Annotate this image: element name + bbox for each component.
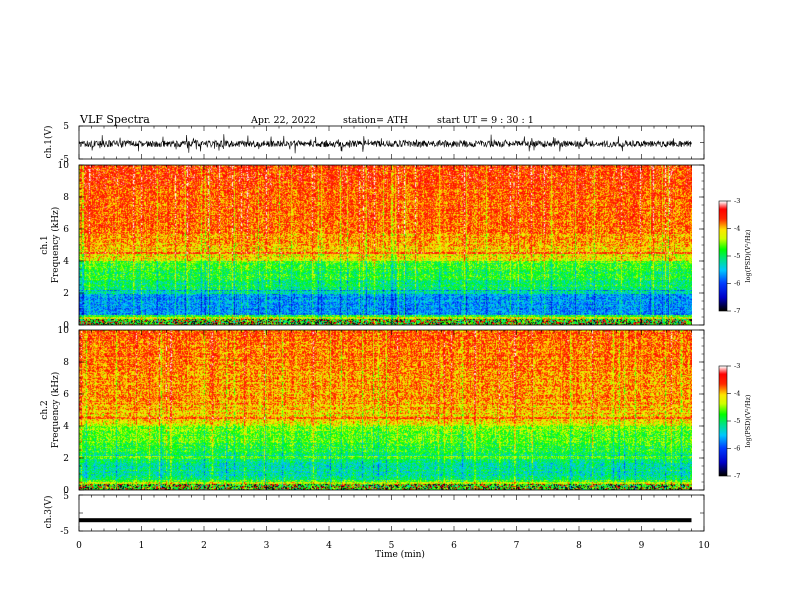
ch1-spectrogram-ylabel: Frequency (kHz) xyxy=(50,207,61,284)
x-tick-label: 4 xyxy=(326,541,332,551)
ch2-colorbar-tick: -5 xyxy=(734,417,740,425)
ch1-ytick-top: 5 xyxy=(63,122,69,132)
ch2-colorbar-tick: -6 xyxy=(734,445,740,453)
ch2-ytick-label: 0 xyxy=(63,486,69,496)
ch2-ytick-label: 10 xyxy=(58,326,70,336)
ch1-waveform-ylabel: ch.1(V) xyxy=(43,126,54,159)
ch2-colorbar-tick: -4 xyxy=(734,390,740,398)
ch1-spectrogram-image xyxy=(79,165,692,325)
ch3-waveform-frame xyxy=(78,494,705,532)
ch2-colorbar-tick: -3 xyxy=(734,362,740,370)
ch3-waveform-ylabel: ch.3(V) xyxy=(43,496,54,529)
ch1-colorbar-tick: -3 xyxy=(734,197,740,205)
x-tick-label: 2 xyxy=(201,541,207,551)
ch1-ytick-label: 4 xyxy=(63,257,69,267)
ch1-ytick-label: 2 xyxy=(63,289,69,299)
ch1-colorbar-label: log(PSD)(V²/Hz) xyxy=(744,229,752,282)
ch1-colorbar-tick: -6 xyxy=(734,280,740,288)
ch1-colorbar xyxy=(719,201,727,311)
ch1-spectrogram-channel-label: ch.1 xyxy=(40,235,50,254)
ch1-ytick-label: 8 xyxy=(63,193,69,203)
ch3-waveform-trace xyxy=(79,518,692,523)
ch1-waveform-trace xyxy=(78,134,692,154)
ch1-ytick-label: 10 xyxy=(58,161,70,171)
ch2-ytick-label: 8 xyxy=(63,358,69,368)
x-tick-label: 10 xyxy=(698,541,710,551)
ch2-spectrogram-image xyxy=(79,330,692,490)
header-date: Apr. 22, 2022 xyxy=(250,115,316,126)
x-tick-marks xyxy=(78,126,705,531)
ch1-ytick-label: 0 xyxy=(63,321,69,331)
ch2-colorbar xyxy=(719,366,727,476)
ch1-colorbar-tick: -5 xyxy=(734,252,740,260)
ch3-ytick-bottom: -5 xyxy=(60,527,69,537)
ch2-ytick-label: 4 xyxy=(63,422,69,432)
ch3-ytick-top: 5 xyxy=(63,492,69,502)
ch2-spectrogram-ylabel: Frequency (kHz) xyxy=(50,372,61,449)
x-tick-label: 3 xyxy=(264,541,270,551)
ch2-spectrogram-channel-label: ch.2 xyxy=(40,400,50,419)
ch1-colorbar-tick: -7 xyxy=(734,307,740,315)
x-tick-label: 0 xyxy=(76,541,82,551)
x-tick-label: 1 xyxy=(139,541,145,551)
ch2-colorbar-label: log(PSD)(V²/Hz) xyxy=(744,394,752,447)
x-tick-label: 8 xyxy=(576,541,582,551)
ch2-ytick-label: 2 xyxy=(63,454,69,464)
x-tick-label: 7 xyxy=(514,541,520,551)
header-start-time: start UT = 9 : 30 : 1 xyxy=(437,115,534,126)
x-axis-label: Time (min) xyxy=(375,549,425,560)
header-station: station= ATH xyxy=(343,115,408,126)
ch1-ytick-bottom: -5 xyxy=(60,155,69,165)
x-tick-label: 5 xyxy=(389,541,395,551)
figure-title: VLF Spectra xyxy=(79,113,150,126)
ch1-colorbar-tick: -4 xyxy=(734,225,740,233)
ch1-waveform-panel: 5 -5 ch.1(V) xyxy=(43,122,705,165)
ch2-ytick-label: 6 xyxy=(63,390,69,400)
ch3-waveform-panel: 5 -5 ch.3(V) 0 1 2 3 4 5 6 7 8 9 10 Time (min) xyxy=(43,492,710,560)
ch1-ytick-label: 6 xyxy=(63,225,69,235)
x-tick-label: 9 xyxy=(639,541,645,551)
ch2-colorbar-tick: -7 xyxy=(734,472,740,480)
x-tick-label: 6 xyxy=(451,541,457,551)
